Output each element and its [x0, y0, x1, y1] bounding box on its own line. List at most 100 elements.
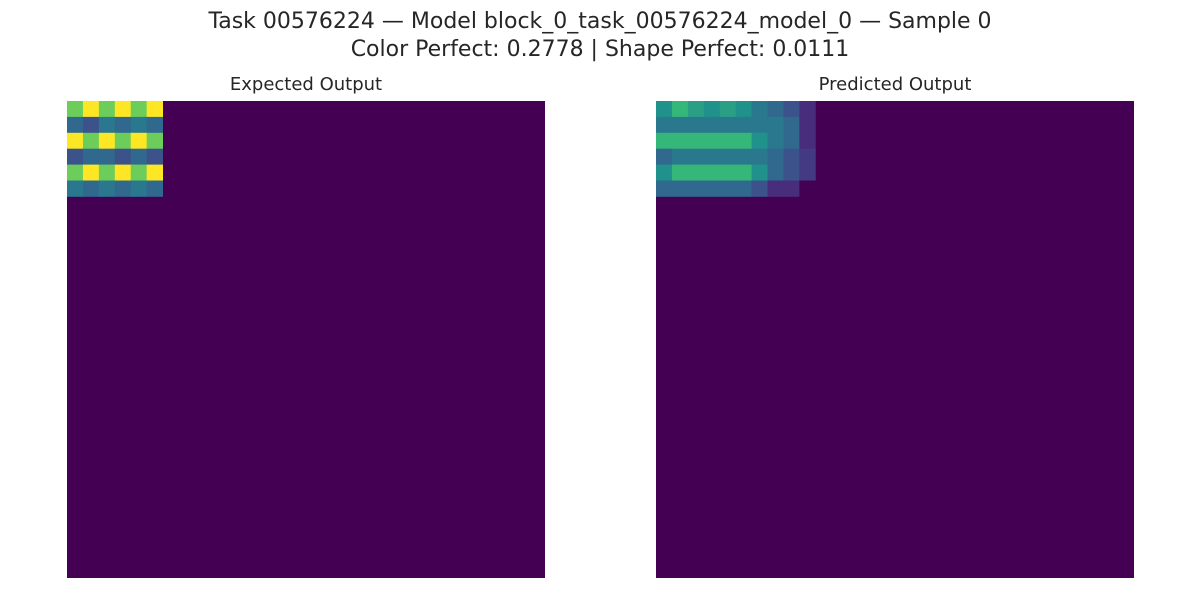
- expected-cell-r0-c1: [82, 101, 100, 118]
- predicted-cell-r0-c2: [687, 101, 705, 118]
- predicted-cell-r1-c6: [751, 116, 768, 134]
- predicted-cell-r5-c5: [735, 180, 752, 197]
- predicted-cell-r4-c7: [767, 164, 784, 181]
- expected-cell-r3-c5: [146, 148, 163, 165]
- predicted-cell-r5-c0: [656, 180, 673, 197]
- expected-cell-r0-c2: [98, 101, 116, 118]
- predicted-cell-r1-c3: [703, 116, 721, 134]
- predicted-cell-r4-c5: [735, 164, 752, 181]
- predicted-cell-r0-c4: [719, 101, 737, 118]
- expected-cell-r1-c4: [130, 116, 148, 134]
- predicted-cell-r2-c6: [751, 132, 768, 150]
- predicted-cell-r5-c2: [687, 180, 705, 197]
- predicted-cell-r1-c4: [719, 116, 737, 134]
- predicted-cell-r3-c7: [767, 148, 784, 165]
- expected-cell-r0-c5: [146, 101, 163, 118]
- predicted-cell-r2-c5: [735, 132, 752, 150]
- expected-output-title: Expected Output: [229, 74, 383, 95]
- expected-cell-r2-c1: [82, 132, 100, 150]
- predicted-cell-r3-c2: [687, 148, 705, 165]
- predicted-cell-r0-c7: [767, 101, 784, 118]
- expected-cell-r4-c1: [82, 164, 100, 181]
- predicted-cell-r1-c8: [783, 116, 800, 134]
- expected-cell-r4-c4: [130, 164, 148, 181]
- expected-cell-r3-c0: [67, 148, 84, 165]
- expected-cell-r3-c4: [130, 148, 148, 165]
- predicted-cell-r2-c1: [671, 132, 689, 150]
- predicted-cell-r2-c4: [719, 132, 737, 150]
- predicted-cell-r2-c7: [767, 132, 784, 150]
- predicted-cell-r5-c1: [671, 180, 689, 197]
- predicted-cell-r5-c9: [799, 180, 816, 197]
- predicted-cell-r4-c3: [703, 164, 721, 181]
- expected-cell-r4-c2: [98, 164, 116, 181]
- predicted-cell-r5-c3: [703, 180, 721, 197]
- predicted-cell-r2-c0: [656, 132, 673, 150]
- predicted-cell-r0-c3: [703, 101, 721, 118]
- expected-cell-r5-c2: [98, 180, 116, 197]
- predicted-cell-r3-c0: [656, 148, 673, 165]
- predicted-cell-r3-c6: [751, 148, 768, 165]
- predicted-cell-r3-c1: [671, 148, 689, 165]
- predicted-cell-r5-c4: [719, 180, 737, 197]
- predicted-cell-r0-c0: [656, 101, 673, 118]
- expected-cell-r3-c1: [82, 148, 100, 165]
- expected-cell-r1-c5: [146, 116, 163, 134]
- expected-cell-r4-c0: [67, 164, 84, 181]
- expected-cell-r5-c4: [130, 180, 148, 197]
- predicted-output-heatmap: [656, 101, 1134, 578]
- expected-cell-r2-c3: [114, 132, 132, 150]
- predicted-cell-r1-c7: [767, 116, 784, 134]
- expected-cell-r5-c3: [114, 180, 132, 197]
- expected-cell-r1-c0: [67, 116, 84, 134]
- expected-cell-r0-c3: [114, 101, 132, 118]
- predicted-cell-r0-c8: [783, 101, 800, 118]
- predicted-cell-r5-c6: [751, 180, 768, 197]
- expected-cell-r5-c1: [82, 180, 100, 197]
- predicted-cell-r4-c9: [799, 164, 816, 181]
- predicted-cell-r1-c2: [687, 116, 705, 134]
- predicted-cell-r2-c2: [687, 132, 705, 150]
- predicted-cell-r2-c9: [799, 132, 816, 150]
- expected-cell-r3-c2: [98, 148, 116, 165]
- predicted-cell-r1-c9: [799, 116, 816, 134]
- predicted-cell-r3-c5: [735, 148, 752, 165]
- predicted-cell-r3-c3: [703, 148, 721, 165]
- expected-cell-r2-c4: [130, 132, 148, 150]
- predicted-cell-r5-c7: [767, 180, 784, 197]
- predicted-cell-r4-c6: [751, 164, 768, 181]
- expected-cell-r2-c0: [67, 132, 84, 150]
- expected-cell-r1-c1: [82, 116, 100, 134]
- predicted-cell-r4-c4: [719, 164, 737, 181]
- expected-cell-r0-c0: [67, 101, 84, 118]
- expected-cell-r4-c5: [146, 164, 163, 181]
- expected-cell-r5-c5: [146, 180, 163, 197]
- expected-cell-r2-c2: [98, 132, 116, 150]
- figure-subtitle: Color Perfect: 0.2778 | Shape Perfect: 0…: [350, 37, 850, 62]
- expected-cell-r5-c0: [67, 180, 84, 197]
- predicted-cell-r4-c1: [671, 164, 689, 181]
- expected-cell-r3-c3: [114, 148, 132, 165]
- predicted-cell-r3-c9: [799, 148, 816, 165]
- expected-cell-r1-c2: [98, 116, 116, 134]
- predicted-cell-r1-c5: [735, 116, 752, 134]
- predicted-cell-r0-c9: [799, 101, 816, 118]
- expected-output-heatmap: [67, 101, 545, 578]
- predicted-cell-r0-c1: [671, 101, 689, 118]
- predicted-cell-r4-c8: [783, 164, 800, 181]
- predicted-cell-r3-c4: [719, 148, 737, 165]
- predicted-cell-r1-c1: [671, 116, 689, 134]
- predicted-cell-r3-c8: [783, 148, 800, 165]
- predicted-cell-r0-c6: [751, 101, 768, 118]
- predicted-cell-r4-c0: [656, 164, 673, 181]
- predicted-cell-r2-c8: [783, 132, 800, 150]
- predicted-cell-r0-c5: [735, 101, 752, 118]
- predicted-output-title: Predicted Output: [818, 74, 972, 95]
- figure-title: Task 00576224 — Model block_0_task_00576…: [208, 9, 992, 34]
- expected-cell-r0-c4: [130, 101, 148, 118]
- predicted-cell-r1-c0: [656, 116, 673, 134]
- predicted-cell-r2-c3: [703, 132, 721, 150]
- predicted-cell-r4-c2: [687, 164, 705, 181]
- expected-cell-r4-c3: [114, 164, 132, 181]
- expected-cell-r1-c3: [114, 116, 132, 134]
